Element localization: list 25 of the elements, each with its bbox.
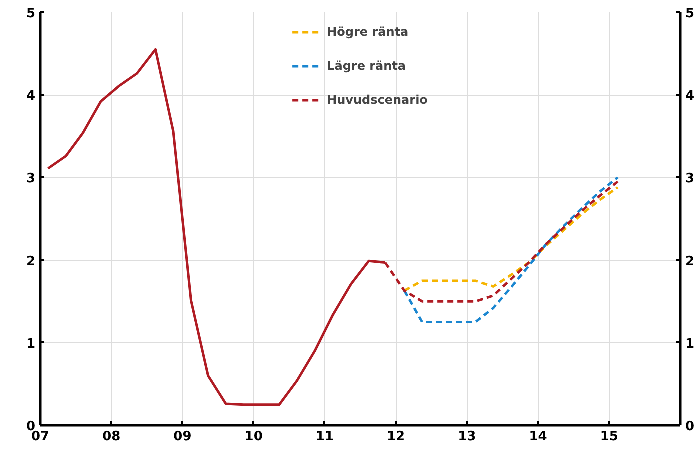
y-tick-label: 1 [26,336,36,352]
x-tick-label: 09 [174,430,192,444]
y2-tick-label: 2 [686,254,695,270]
x-tick-label: 13 [458,430,476,444]
y2-tick-label: 5 [686,6,695,22]
x-tick-label: 11 [316,430,334,444]
x-tick-label: 12 [387,430,406,444]
legend-label: Högre ränta [327,25,409,39]
y-tick-label: 4 [26,89,36,104]
x-tick-label: 08 [102,430,121,444]
y2-tick-label: 1 [686,336,695,352]
legend-label: Lägre ränta [327,59,406,73]
y-tick-label: 5 [26,6,36,22]
y2-tick-label: 0 [686,420,695,434]
y-tick-label: 2 [26,254,36,270]
y-tick-label: 3 [26,172,36,187]
x-tick-label: 10 [244,430,263,444]
line-series [403,186,620,292]
x-tick-label: 15 [600,430,618,444]
x-tick-label: 07 [31,430,50,444]
y2-tick-label: 4 [686,89,695,104]
legend-label: Huvudscenario [327,93,428,107]
line-series [403,176,620,324]
y2-tick-label: 3 [686,172,695,187]
x-tick-label: 14 [529,430,548,444]
